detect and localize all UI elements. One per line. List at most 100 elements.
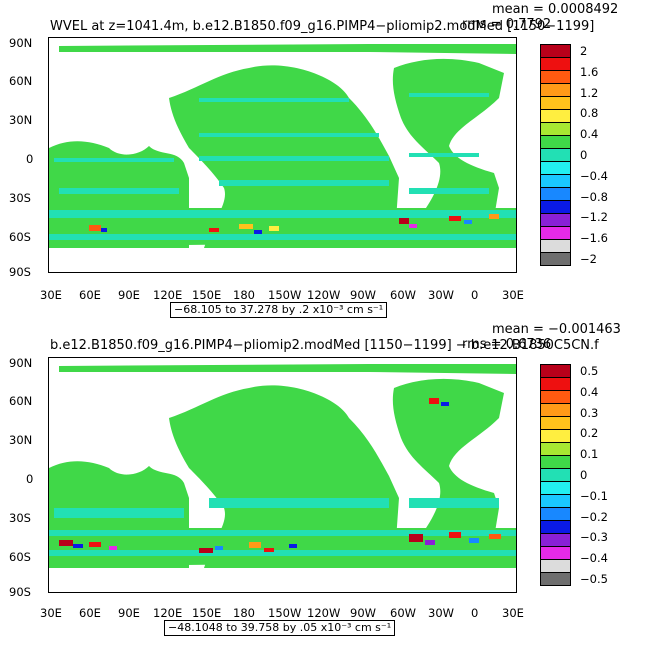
colorbar-swatch bbox=[540, 533, 571, 547]
colorbar-swatch bbox=[540, 377, 571, 391]
lon-label: 0 bbox=[471, 288, 479, 302]
lon-label: 180 bbox=[233, 288, 255, 302]
colorbar-swatch bbox=[540, 239, 571, 253]
atlantic-ocean bbox=[392, 378, 504, 568]
lon-label: 150W bbox=[268, 606, 302, 620]
colorbar-swatch bbox=[540, 83, 571, 97]
lat-label-90s: 90S bbox=[9, 585, 31, 599]
arctic-ocean bbox=[59, 364, 516, 374]
colorbar: 0.5 0.4 0.3 0.2 0.1 0 −0.1 −0.2 −0.3 −0.4 −0.5 bbox=[540, 364, 640, 586]
lon-label: 60E bbox=[79, 606, 101, 620]
lon-label: 0 bbox=[471, 606, 479, 620]
lat-label-30n: 30N bbox=[9, 433, 33, 447]
wvel-cyan-bands bbox=[49, 498, 516, 556]
lat-label-90s: 90S bbox=[9, 265, 31, 279]
lat-label-eq: 0 bbox=[26, 152, 34, 166]
colorbar-swatch bbox=[540, 364, 571, 378]
colorbar-swatch bbox=[540, 455, 571, 469]
lat-label-90n: 90N bbox=[9, 36, 33, 50]
map-plot-area bbox=[48, 357, 517, 593]
antarctica bbox=[49, 248, 516, 272]
colorbar-label: −0.4 bbox=[580, 551, 608, 565]
colorbar-swatch bbox=[540, 187, 571, 201]
lat-label-60s: 60S bbox=[9, 550, 31, 564]
colorbar-swatch bbox=[540, 403, 571, 417]
plot-title: b.e12.B1850.f09_g16.PIMP4−pliomip2.modMe… bbox=[50, 338, 599, 353]
lat-label-30s: 30S bbox=[9, 191, 31, 205]
colorbar-label: −0.3 bbox=[580, 530, 608, 544]
colorbar-swatch bbox=[540, 174, 571, 188]
colorbar-swatch bbox=[540, 468, 571, 482]
lon-label: 60E bbox=[79, 288, 101, 302]
wvel-cyan-bands bbox=[49, 93, 516, 240]
colorbar-swatch bbox=[540, 252, 571, 266]
colorbar-swatch bbox=[540, 200, 571, 214]
map-panel-bottom: mean = −0.001463 rms = 0.6736 b.e12.B185… bbox=[0, 320, 647, 647]
colorbar-swatch bbox=[540, 226, 571, 240]
colorbar-swatch bbox=[540, 70, 571, 84]
colorbar-label: −0.4 bbox=[580, 169, 608, 183]
colorbar-swatch bbox=[540, 161, 571, 175]
lon-label: 150W bbox=[268, 288, 302, 302]
lat-label-60n: 60N bbox=[9, 394, 33, 408]
lon-label: 30W bbox=[428, 288, 455, 302]
lon-label: 30E bbox=[40, 288, 62, 302]
colorbar-label: 0.2 bbox=[580, 426, 599, 440]
map-plot-area bbox=[48, 37, 517, 273]
colorbar-label: 2 bbox=[580, 44, 588, 58]
colorbar-swatch bbox=[540, 507, 571, 521]
lon-label: 90W bbox=[350, 288, 377, 302]
colorbar-label: −1.6 bbox=[580, 231, 608, 245]
lat-label-30n: 30N bbox=[9, 113, 33, 127]
wvel-extremes bbox=[89, 214, 499, 234]
colorbar-swatch bbox=[540, 559, 571, 573]
lon-label: 120E bbox=[153, 606, 183, 620]
colorbar-swatch bbox=[540, 148, 571, 162]
colorbar-label: 0 bbox=[580, 148, 588, 162]
colorbar-label: −2 bbox=[580, 252, 597, 266]
colorbar-label: 1.6 bbox=[580, 65, 599, 79]
colorbar-swatch bbox=[540, 494, 571, 508]
arctic-ocean bbox=[59, 44, 516, 54]
lon-label: 90W bbox=[350, 606, 377, 620]
colorbar-label: 0.8 bbox=[580, 106, 599, 120]
lon-label: 30W bbox=[428, 606, 455, 620]
range-caption: −68.105 to 37.278 by .2 x10⁻³ cm s⁻¹ bbox=[170, 302, 388, 318]
colorbar-swatch bbox=[540, 481, 571, 495]
colorbar-swatch bbox=[540, 520, 571, 534]
colorbar-swatch bbox=[540, 57, 571, 71]
colorbar-swatch bbox=[540, 122, 571, 136]
colorbar-label: 0.4 bbox=[580, 385, 599, 399]
colorbar-swatch bbox=[540, 44, 571, 58]
colorbar-swatch bbox=[540, 429, 571, 443]
lon-label: 90E bbox=[118, 288, 140, 302]
lon-label: 60W bbox=[390, 606, 417, 620]
mean-label: mean = 0.0008492 bbox=[492, 2, 619, 17]
lat-label-60n: 60N bbox=[9, 74, 33, 88]
lon-label: 60W bbox=[390, 288, 417, 302]
colorbar-swatch bbox=[540, 96, 571, 110]
lon-label: 180 bbox=[233, 606, 255, 620]
lon-label: 30E bbox=[502, 288, 524, 302]
lon-label: 150E bbox=[192, 288, 222, 302]
colorbar: 2 1.6 1.2 0.8 0.4 0 −0.4 −0.8 −1.2 −1.6 −2 bbox=[540, 44, 640, 266]
lat-label-60s: 60S bbox=[9, 230, 31, 244]
wvel-extremes bbox=[59, 398, 501, 553]
colorbar-label: 0.1 bbox=[580, 447, 599, 461]
lon-label: 90E bbox=[118, 606, 140, 620]
lat-label-30s: 30S bbox=[9, 511, 31, 525]
colorbar-label: 0.5 bbox=[580, 364, 599, 378]
colorbar-label: 0.3 bbox=[580, 406, 599, 420]
colorbar-swatch bbox=[540, 109, 571, 123]
world-map bbox=[49, 358, 516, 592]
lon-label: 120E bbox=[153, 288, 183, 302]
colorbar-label: −0.2 bbox=[580, 510, 608, 524]
colorbar-swatch bbox=[540, 135, 571, 149]
antarctica bbox=[49, 568, 516, 592]
lon-label: 30E bbox=[502, 606, 524, 620]
lat-label-90n: 90N bbox=[9, 356, 33, 370]
lat-label-eq: 0 bbox=[26, 472, 34, 486]
plot-title: WVEL at z=1041.4m, b.e12.B1850.f09_g16.P… bbox=[50, 19, 595, 34]
range-caption: −48.1048 to 39.758 by .05 x10⁻³ cm s⁻¹ bbox=[164, 620, 396, 636]
colorbar-swatch bbox=[540, 546, 571, 560]
